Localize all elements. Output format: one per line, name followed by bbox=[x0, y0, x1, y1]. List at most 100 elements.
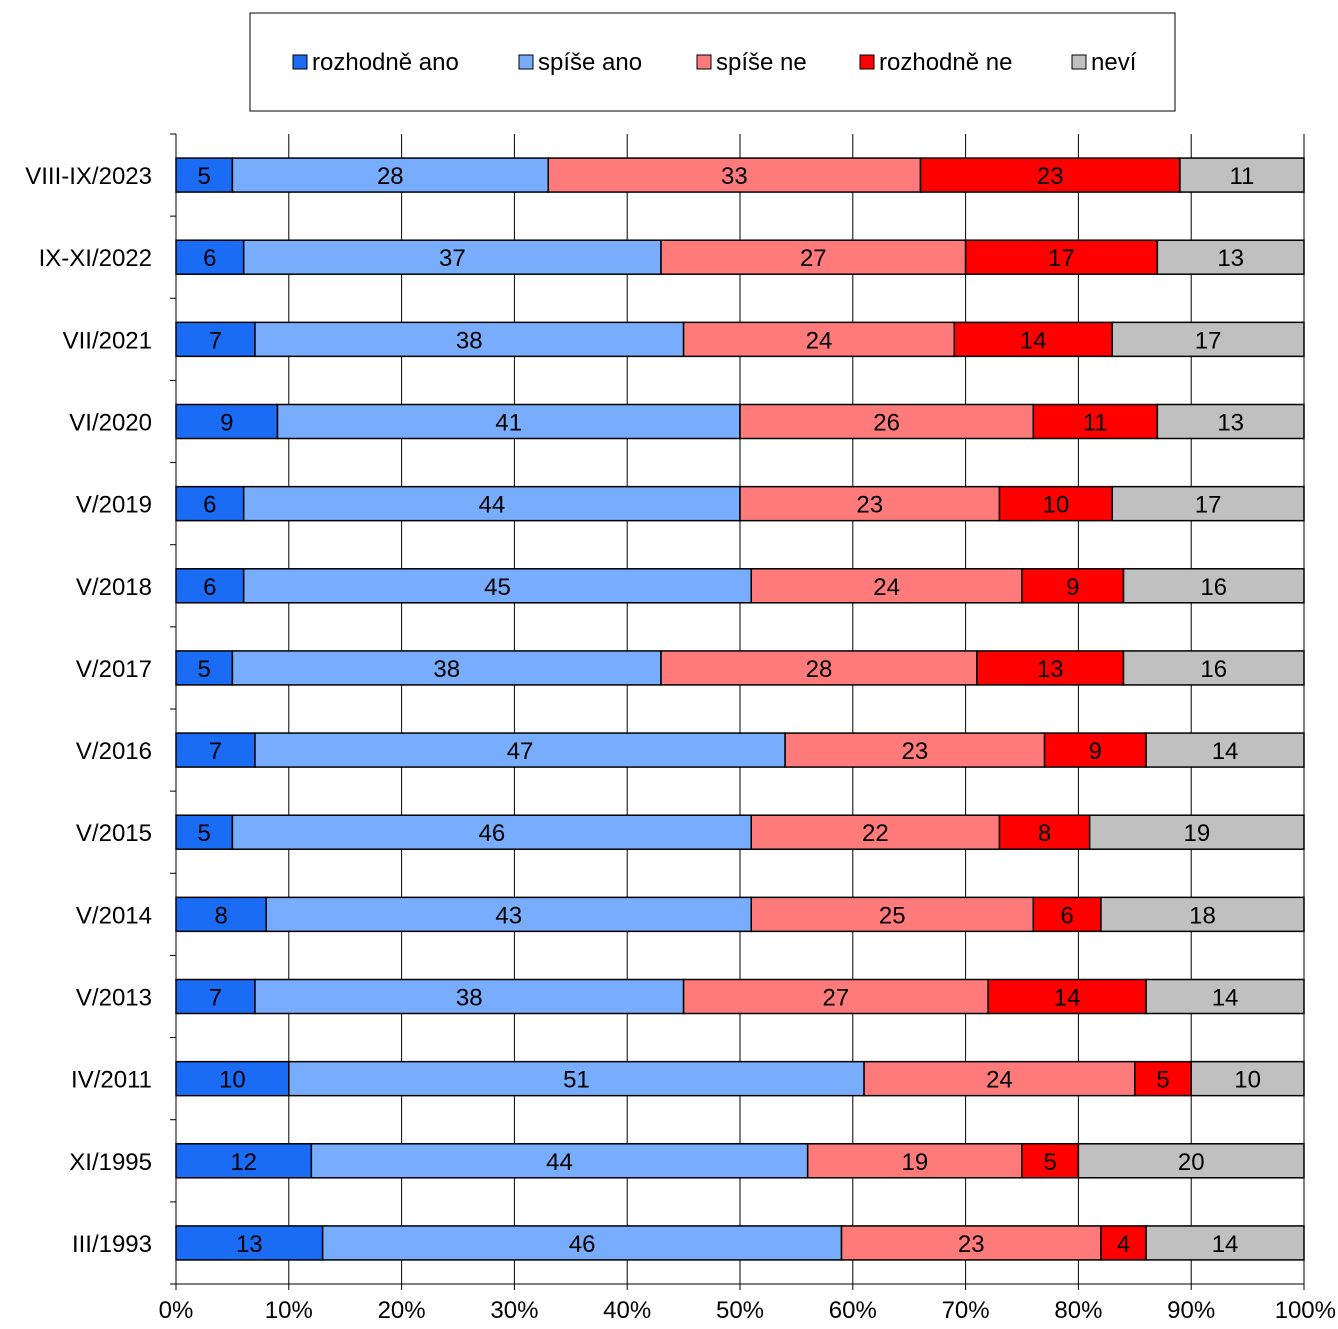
bar-segment bbox=[1021, 568, 1125, 604]
bar-segment bbox=[1156, 403, 1305, 440]
data-label: 9 bbox=[1066, 574, 1079, 601]
bar-segment bbox=[175, 978, 256, 1015]
legend-box bbox=[249, 12, 1176, 112]
category-label: XI/1995 bbox=[69, 1149, 152, 1176]
x-tick-label: 50% bbox=[716, 1297, 764, 1324]
data-label: 46 bbox=[569, 1231, 596, 1258]
data-label: 23 bbox=[856, 492, 883, 519]
data-label: 4 bbox=[1117, 1231, 1130, 1258]
data-label: 27 bbox=[800, 245, 827, 272]
data-label: 46 bbox=[478, 820, 505, 847]
data-label: 41 bbox=[495, 410, 522, 437]
bar-segment bbox=[750, 896, 1035, 933]
data-label: 6 bbox=[203, 245, 216, 272]
data-label: 25 bbox=[879, 902, 906, 929]
bar-segment bbox=[175, 814, 234, 850]
legend: rozhodně ano spíše ano spíše ne rozhodně ne… bbox=[249, 12, 1176, 112]
data-label: 43 bbox=[495, 902, 522, 929]
bar-segment bbox=[682, 321, 956, 358]
bar-segment bbox=[254, 732, 786, 768]
gridlines bbox=[288, 134, 1305, 1284]
bar-segment bbox=[998, 485, 1113, 522]
legend-label: spíše ano bbox=[538, 49, 642, 76]
legend-label: neví bbox=[1091, 49, 1137, 76]
bar-segment bbox=[1145, 732, 1305, 768]
legend-label: rozhodně ano bbox=[312, 49, 459, 76]
bar-segment bbox=[1145, 1225, 1305, 1261]
data-label: 11 bbox=[1229, 163, 1254, 190]
legend-swatch bbox=[696, 54, 712, 70]
bar-segment bbox=[660, 239, 967, 275]
data-label: 10 bbox=[1042, 492, 1069, 519]
bar-segment bbox=[863, 1060, 1136, 1097]
bar-segment bbox=[175, 732, 256, 768]
data-label: 8 bbox=[1038, 820, 1051, 847]
data-label: 13 bbox=[1217, 410, 1244, 437]
data-label: 14 bbox=[1212, 1231, 1239, 1258]
data-label: 17 bbox=[1195, 327, 1222, 354]
data-label: 14 bbox=[1212, 738, 1239, 765]
bar-segment bbox=[987, 978, 1147, 1015]
bar-segment bbox=[1077, 1143, 1305, 1179]
data-label: 23 bbox=[901, 738, 928, 765]
category-label: III/1993 bbox=[72, 1231, 152, 1258]
bars: 5 28 33 23 116 37 27 17 137 38 24 14 179 41 26 11 136 44 2… bbox=[175, 157, 1305, 1261]
data-label: 6 bbox=[203, 492, 216, 519]
data-label: 13 bbox=[236, 1231, 263, 1258]
data-label: 51 bbox=[563, 1067, 590, 1094]
bar-segment bbox=[964, 239, 1159, 275]
data-label: 5 bbox=[198, 820, 211, 847]
bar-segment bbox=[175, 485, 245, 522]
bar-segment bbox=[784, 732, 1046, 768]
x-tick-label: 100% bbox=[1275, 1297, 1336, 1324]
x-tick-label: 60% bbox=[829, 1297, 877, 1324]
bar-segment bbox=[175, 568, 245, 604]
bar-segment bbox=[175, 321, 256, 358]
bar-segment bbox=[1032, 896, 1102, 933]
bar-segment bbox=[919, 157, 1181, 193]
bar-segment bbox=[1179, 157, 1305, 193]
data-label: 8 bbox=[214, 902, 227, 929]
bar-segment bbox=[321, 1225, 843, 1261]
data-label: 9 bbox=[220, 410, 233, 437]
x-tick-label: 20% bbox=[378, 1297, 426, 1324]
data-label: 20 bbox=[1178, 1149, 1205, 1176]
data-label: 9 bbox=[1089, 738, 1102, 765]
bar-segment bbox=[840, 1225, 1102, 1261]
data-label: 5 bbox=[1156, 1067, 1169, 1094]
category-label: V/2017 bbox=[76, 656, 152, 683]
data-label: 14 bbox=[1054, 985, 1081, 1012]
data-label: 19 bbox=[901, 1149, 928, 1176]
category-label: V/2014 bbox=[76, 902, 152, 929]
data-label: 16 bbox=[1200, 656, 1227, 683]
category-label: VI/2020 bbox=[69, 410, 152, 437]
legend-label: spíše ne bbox=[716, 49, 807, 76]
category-label: V/2016 bbox=[76, 738, 152, 765]
data-label: 38 bbox=[456, 327, 483, 354]
x-tick-label: 0% bbox=[159, 1297, 194, 1324]
bar-segment bbox=[750, 814, 1001, 850]
bar-segment bbox=[998, 814, 1091, 850]
data-label: 23 bbox=[958, 1231, 985, 1258]
data-label: 6 bbox=[1060, 902, 1073, 929]
category-label: V/2019 bbox=[76, 492, 152, 519]
bar-segment bbox=[1111, 321, 1305, 358]
data-label: 12 bbox=[230, 1149, 257, 1176]
data-label: 23 bbox=[1037, 163, 1064, 190]
bar-segment bbox=[265, 896, 753, 933]
data-label: 14 bbox=[1212, 985, 1239, 1012]
bar-segment bbox=[1100, 896, 1305, 933]
data-label: 10 bbox=[219, 1067, 246, 1094]
data-label: 16 bbox=[1200, 574, 1227, 601]
category-label: VIII-IX/2023 bbox=[25, 163, 152, 190]
data-label: 24 bbox=[986, 1067, 1013, 1094]
category-label: V/2015 bbox=[76, 820, 152, 847]
axes bbox=[170, 133, 1305, 1290]
data-label: 18 bbox=[1189, 902, 1216, 929]
x-tick-label: 70% bbox=[942, 1297, 990, 1324]
data-label: 5 bbox=[198, 656, 211, 683]
category-labels: VIII-IX/2023 IX-XI/2022 VII/2021 VI/2020 V/2… bbox=[25, 163, 152, 1258]
data-label: 7 bbox=[209, 738, 222, 765]
data-label: 33 bbox=[721, 163, 748, 190]
bar-segment bbox=[1145, 978, 1305, 1015]
